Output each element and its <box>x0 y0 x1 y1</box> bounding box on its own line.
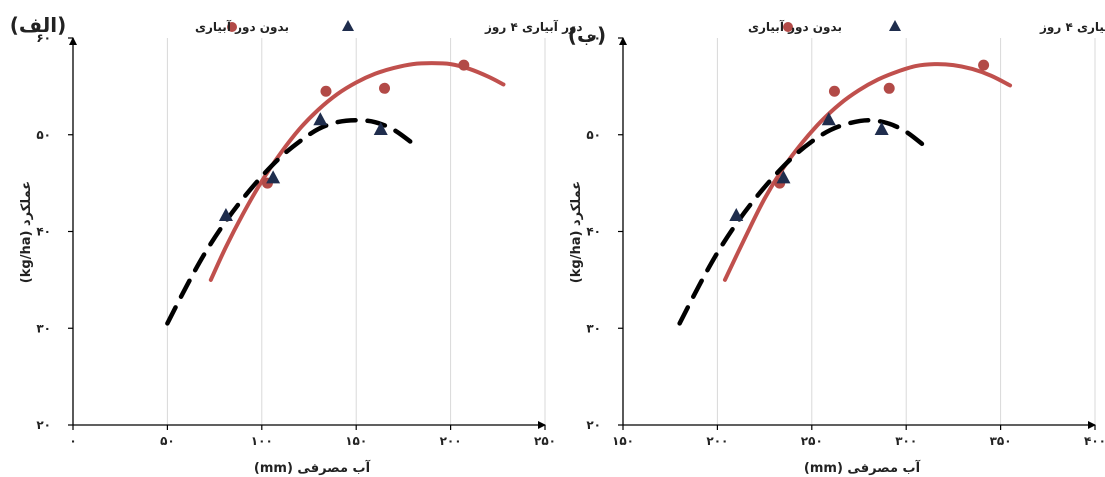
legend-label-no-irrigation: بدون دور آبیاری <box>748 19 842 35</box>
legend-label-irrigated: دور آبیاری ۴ روز <box>484 19 583 35</box>
x-tick-label: ۲۵۰ <box>534 434 556 448</box>
x-tick-label: ۲۰۰ <box>706 434 728 448</box>
data-point-irrigated <box>883 82 895 94</box>
fit-curve-no-irrigation <box>165 117 416 326</box>
legend-marker-irrigated <box>227 22 237 32</box>
fit-curve-no-irrigation <box>677 117 928 326</box>
data-point-no-irrigation <box>218 208 233 222</box>
x-axis-arrow <box>1088 421 1096 429</box>
fit-curve-irrigated <box>722 62 1013 282</box>
panel-label: (ب) <box>568 23 606 47</box>
x-tick-label: ۱۵۰ <box>345 434 367 448</box>
data-point-no-irrigation <box>874 121 889 135</box>
y-axis-arrow <box>619 37 627 45</box>
x-tick-label: ۵۰ <box>160 434 175 448</box>
series-no-irrigation <box>165 112 416 326</box>
series-irrigated-4day <box>722 59 1013 282</box>
data-point-no-irrigation <box>313 112 328 126</box>
data-point-no-irrigation <box>266 170 281 184</box>
y-tick-label: ۴۰ <box>36 225 51 239</box>
x-tick-label: ۲۰۰ <box>440 434 462 448</box>
series-no-irrigation <box>677 112 928 326</box>
x-axis-title: آب مصرفی (mm) <box>254 459 371 476</box>
x-tick-label: ۲۵۰ <box>801 434 823 448</box>
y-axis-title: عملکرد (kg/ha) <box>19 181 34 283</box>
legend-marker-no-irrigation <box>889 20 901 31</box>
data-point-no-irrigation <box>373 121 388 135</box>
x-axis-title: آب مصرفی (mm) <box>804 459 921 476</box>
y-tick-label: ۳۰ <box>586 321 601 335</box>
data-point-no-irrigation <box>729 208 744 222</box>
x-tick-label: ۳۵۰ <box>990 434 1012 448</box>
y-axis-arrow <box>69 37 77 45</box>
legend-label-no-irrigation: بدون دور آبیاری <box>195 19 289 35</box>
y-tick-label: ۶۰ <box>36 31 51 45</box>
data-point-irrigated <box>458 59 470 71</box>
y-axis-title: عملکرد (kg/ha) <box>569 181 584 283</box>
y-tick-label: ۴۰ <box>586 225 601 239</box>
data-point-irrigated <box>978 59 990 71</box>
legend-marker-no-irrigation <box>342 20 354 31</box>
data-point-irrigated <box>320 85 332 97</box>
legend-marker-irrigated <box>783 22 793 32</box>
chart-panel-be: ۲۰ ۳۰ ۴۰ ۵۰ ۶۰ ۱۵۰ ۲۰۰ ۲۵۰ ۳۰۰ ۳۵۰ ۴۰۰ آب مصرفی (mm… <box>568 19 1105 476</box>
x-tick-label: ۰ <box>69 434 76 448</box>
data-point-no-irrigation <box>776 170 791 184</box>
x-tick-label: ۳۰۰ <box>895 434 917 448</box>
panel-label: (الف) <box>10 13 66 37</box>
y-tick-label: ۵۰ <box>36 128 51 142</box>
x-tick-label: ۱۰۰ <box>251 434 273 448</box>
fit-curve-irrigated <box>208 61 506 282</box>
y-tick-label: ۵۰ <box>586 128 601 142</box>
chart-panel-alef: ۲۰ ۳۰ ۴۰ ۵۰ ۶۰ ۰ ۵۰ ۱۰۰ ۱۵۰ ۲۰۰ ۲۵۰ آب مصرفی (mm) عم… <box>10 13 583 476</box>
data-point-irrigated <box>828 85 840 97</box>
x-tick-label: ۴۰۰ <box>1084 434 1105 448</box>
data-point-irrigated <box>379 82 391 94</box>
data-point-no-irrigation <box>821 112 836 126</box>
series-irrigated-4day <box>208 59 506 282</box>
y-tick-label: ۲۰ <box>586 418 601 432</box>
y-tick-label: ۳۰ <box>36 321 51 335</box>
legend-label-irrigated: دور آبیاری ۴ روز <box>1039 19 1105 35</box>
y-tick-label: ۶۰ <box>586 31 601 45</box>
y-tick-label: ۲۰ <box>36 418 51 432</box>
x-axis-arrow <box>538 421 546 429</box>
x-tick-label: ۱۵۰ <box>612 434 634 448</box>
